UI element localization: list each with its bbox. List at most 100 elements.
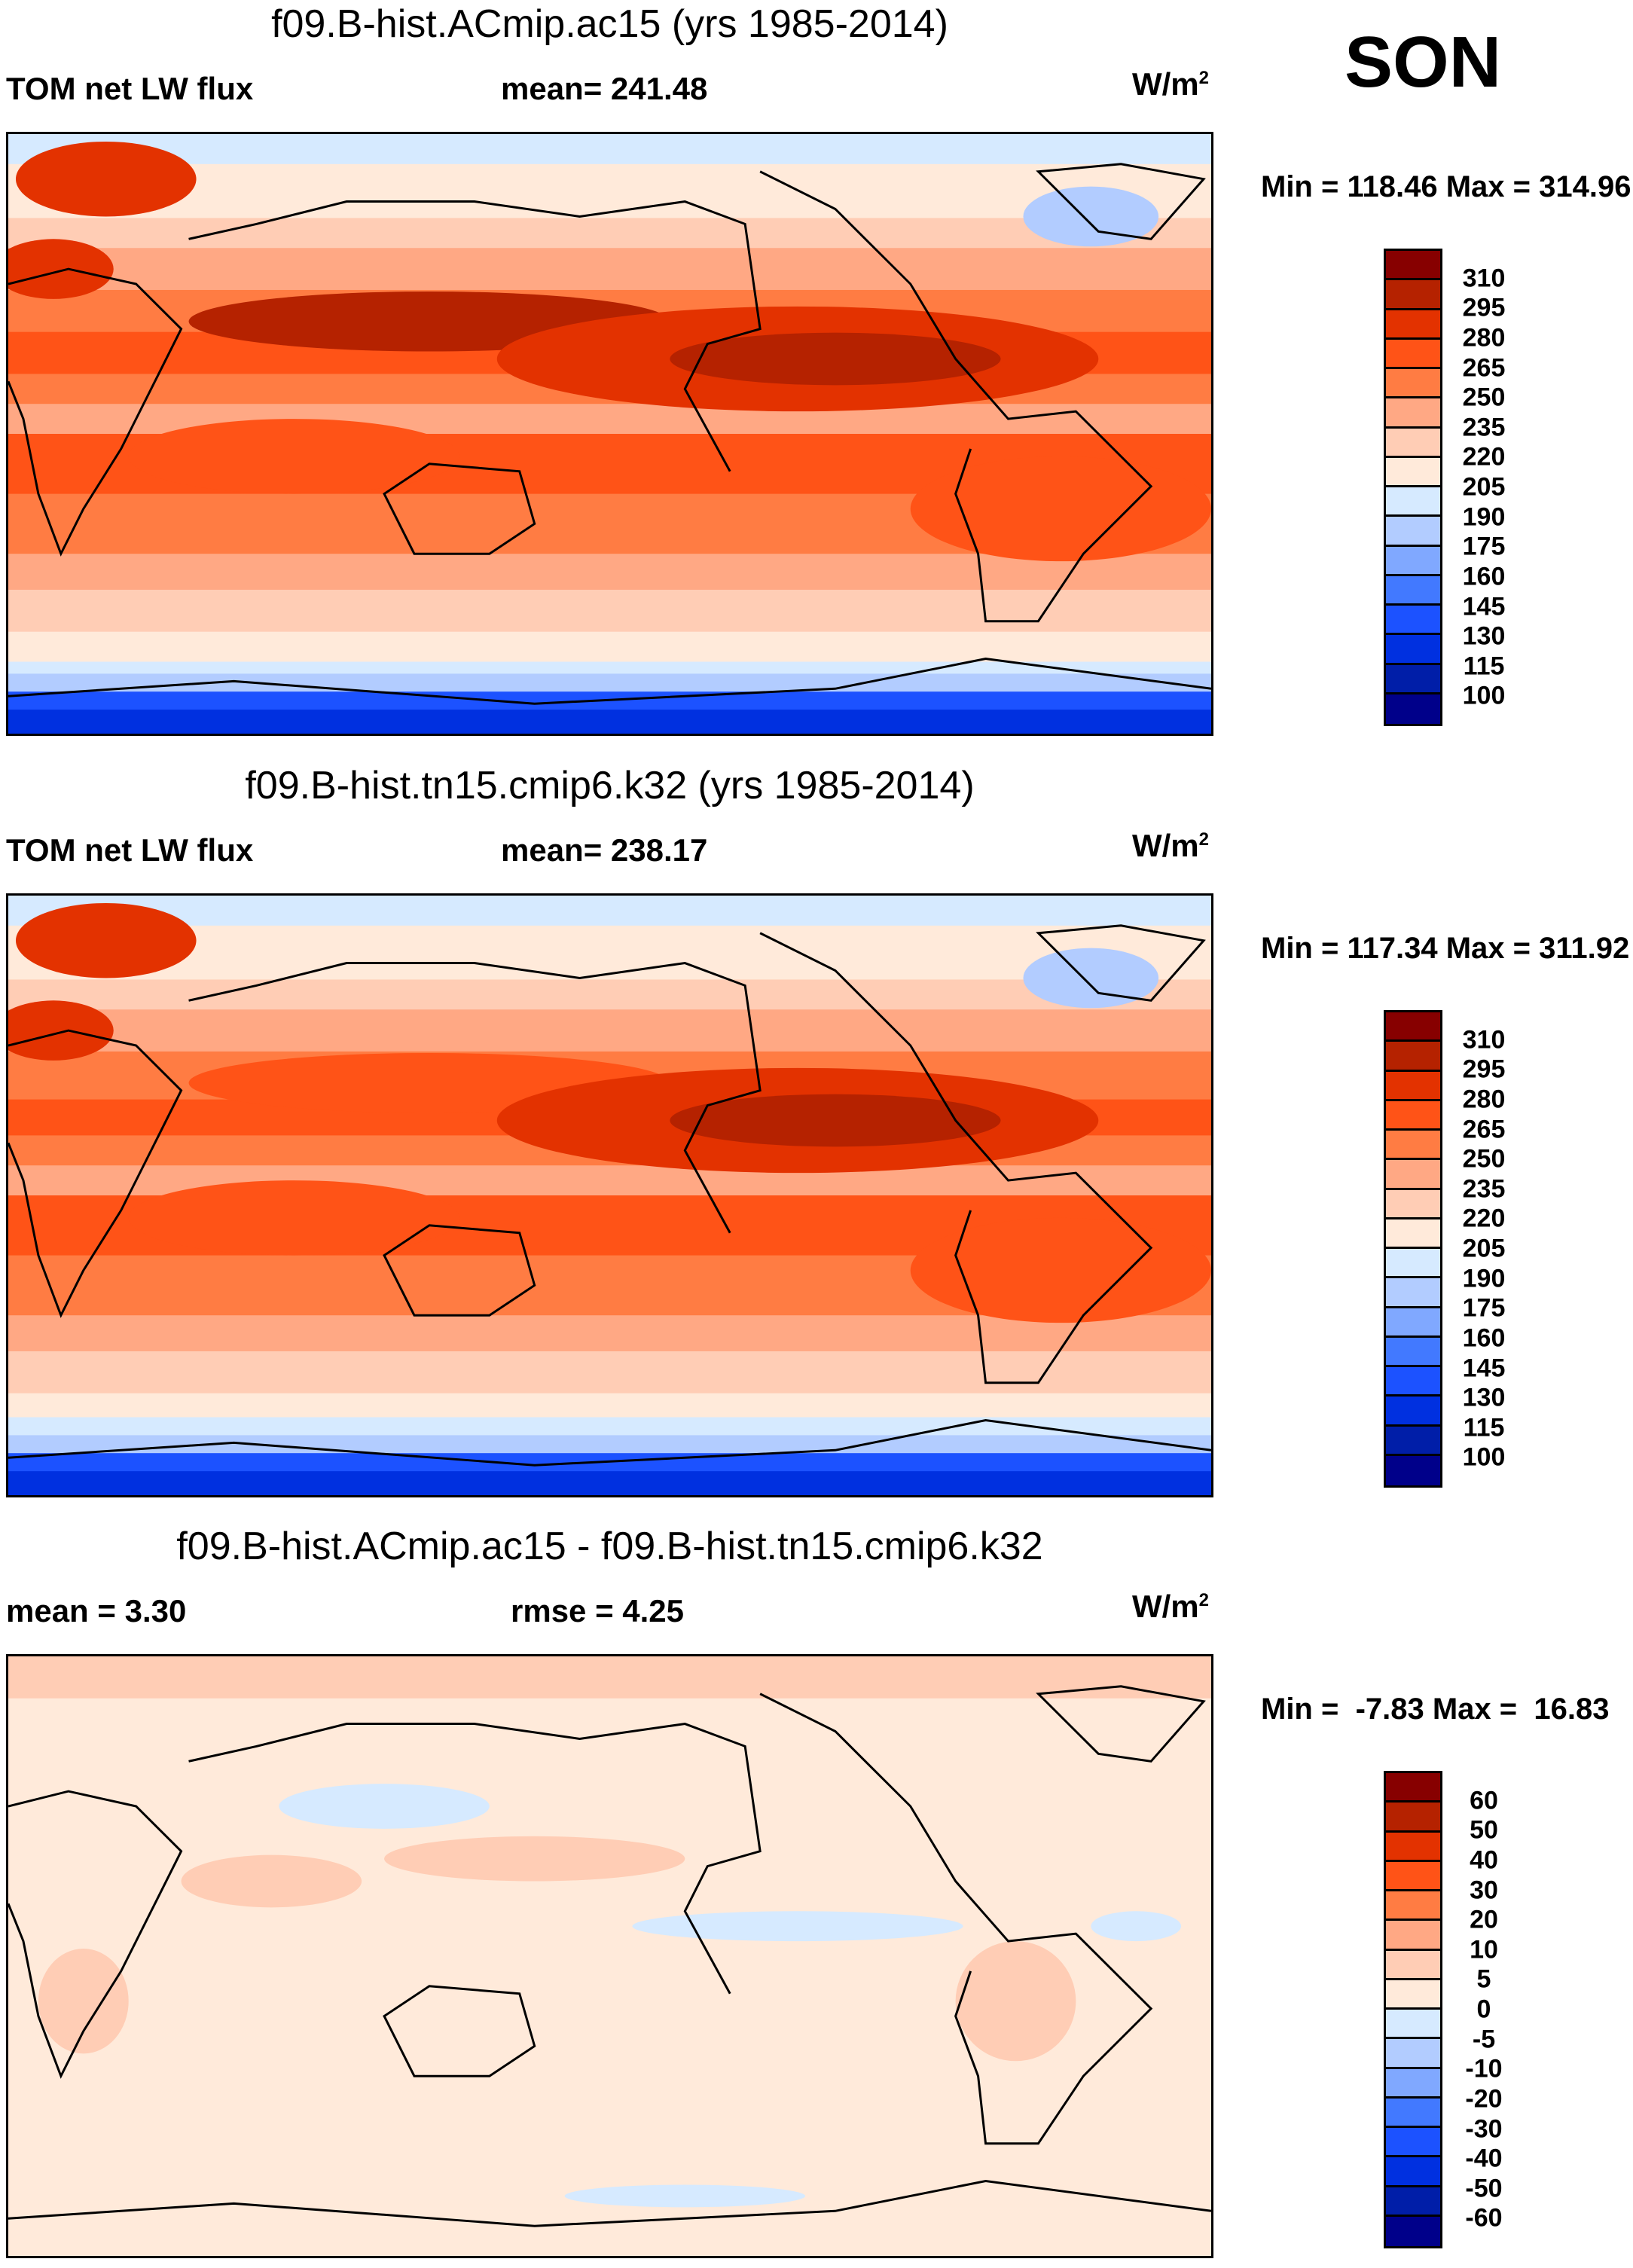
colorbar-swatch — [1386, 1308, 1440, 1338]
colorbar-tick-label: 10 — [1470, 1935, 1498, 1964]
colorbar-swatch — [1386, 1980, 1440, 2010]
colorbar-swatch — [1386, 2187, 1440, 2217]
colorbar-swatch — [1386, 1131, 1440, 1161]
stat-label: mean= 238.17 — [501, 832, 708, 868]
colorbar-swatch — [1386, 1861, 1440, 1891]
colorbar-tick-label: -40 — [1465, 2144, 1503, 2173]
season-label: SON — [1345, 22, 1502, 102]
colorbar-swatch — [1386, 1832, 1440, 1862]
contour-band — [8, 554, 1211, 591]
colorbar-tick-label: -10 — [1465, 2054, 1503, 2083]
coastline — [8, 267, 183, 557]
colorbar-swatch — [1386, 1071, 1440, 1101]
colorbar-swatch — [1386, 369, 1440, 399]
colorbar-swatch — [1386, 2010, 1440, 2040]
coastline — [759, 170, 1153, 623]
colorbar-tick-label: -30 — [1465, 2114, 1503, 2143]
coastline — [759, 1693, 1153, 2145]
map-panel — [6, 893, 1213, 1497]
colorbar-swatch — [1386, 1367, 1440, 1397]
colorbar-swatch — [1386, 487, 1440, 517]
contour-region — [181, 1854, 362, 1908]
coastline — [383, 1985, 536, 2077]
colorbar-tick-label: 5 — [1476, 1964, 1491, 1994]
colorbar-tick-label: 40 — [1470, 1845, 1498, 1875]
colorbar-swatch — [1386, 398, 1440, 429]
colorbar-tick-label: 250 — [1462, 383, 1506, 412]
contour-region — [384, 1836, 685, 1882]
colorbar-swatch — [1386, 2098, 1440, 2128]
colorbar — [1384, 1010, 1442, 1488]
colorbar-swatch — [1386, 1891, 1440, 1922]
colorbar-swatch — [1386, 1802, 1440, 1833]
colorbar-swatch — [1386, 1012, 1440, 1042]
colorbar-swatch — [1386, 1160, 1440, 1190]
coastline — [1036, 924, 1206, 1002]
colorbar-swatch — [1386, 517, 1440, 547]
colorbar-tick-label: 175 — [1462, 532, 1506, 561]
colorbar-swatch — [1386, 1249, 1440, 1279]
colorbar-swatch — [1386, 1219, 1440, 1249]
units-label: W/m2 — [1132, 828, 1210, 863]
colorbar-tick-label: 310 — [1462, 1025, 1506, 1055]
contour-region — [670, 332, 1001, 386]
colorbar-swatch — [1386, 664, 1440, 694]
colorbar-tick-label: 115 — [1463, 1413, 1505, 1442]
coastline — [1036, 163, 1206, 240]
colorbar-tick-label: 100 — [1462, 681, 1506, 710]
colorbar-tick-label: 295 — [1462, 1055, 1506, 1084]
colorbar-swatch — [1386, 2039, 1440, 2069]
colorbar-tick-label: 310 — [1462, 264, 1506, 293]
colorbar-tick-label: 130 — [1462, 1383, 1506, 1412]
colorbar-tick-label: 20 — [1470, 1905, 1498, 1934]
colorbar-swatch — [1386, 2216, 1440, 2246]
contour-region — [1023, 186, 1159, 247]
colorbar-swatch — [1386, 546, 1440, 576]
contour-region — [564, 2184, 806, 2208]
contour-region — [1023, 948, 1159, 1009]
colorbar-tick-label: 205 — [1462, 1234, 1506, 1263]
colorbar-tick-label: 190 — [1462, 502, 1506, 532]
contour-band — [8, 1471, 1211, 1495]
map-panel — [6, 1654, 1213, 2258]
contour-band — [8, 1009, 1211, 1052]
colorbar-tick-label: 115 — [1463, 652, 1505, 681]
colorbar-swatch — [1386, 635, 1440, 665]
colorbar-swatch — [1386, 457, 1440, 487]
contour-region — [910, 456, 1211, 562]
colorbar-tick-label: 265 — [1462, 353, 1506, 382]
units-label: W/m2 — [1132, 66, 1210, 102]
colorbar-tick-label: 30 — [1470, 1876, 1498, 1904]
colorbar-tick-label: 145 — [1462, 592, 1506, 621]
colorbar-swatch — [1386, 2157, 1440, 2187]
stat-label: mean= 241.48 — [501, 71, 708, 106]
colorbar-swatch — [1386, 310, 1440, 340]
colorbar-tick-label: -50 — [1465, 2174, 1503, 2203]
colorbar-tick-label: 60 — [1470, 1786, 1498, 1815]
panel-title: f09.B-hist.tn15.cmip6.k32 (yrs 1985-2014… — [245, 764, 975, 807]
contour-band — [8, 218, 1211, 249]
stat-label: rmse = 4.25 — [511, 1593, 685, 1629]
coastline — [759, 932, 1153, 1384]
contour-region — [128, 1180, 459, 1256]
colorbar-tick-label: 175 — [1462, 1293, 1506, 1323]
colorbar-swatch — [1386, 1426, 1440, 1456]
colorbar-tick-label: 130 — [1462, 621, 1506, 651]
contour-band — [8, 1417, 1211, 1436]
contour-region — [1091, 1911, 1182, 1942]
colorbar-tick-label: 160 — [1462, 562, 1506, 591]
colorbar-tick-label: 295 — [1462, 293, 1506, 322]
colorbar-tick-label: 235 — [1462, 1174, 1506, 1204]
contour-band — [8, 188, 1211, 219]
contour-band — [8, 1351, 1211, 1394]
coastline — [383, 1224, 536, 1317]
colorbar-swatch — [1386, 694, 1440, 724]
min-max-label: Min = 118.46 Max = 314.96 — [1261, 170, 1631, 203]
coastline — [188, 1723, 762, 1995]
colorbar-swatch — [1386, 280, 1440, 310]
colorbar-tick-label: 280 — [1462, 323, 1506, 353]
colorbar-tick-label: 220 — [1462, 1204, 1506, 1233]
colorbar-swatch — [1386, 1773, 1440, 1803]
colorbar-swatch — [1386, 1397, 1440, 1427]
variable-label: mean = 3.30 — [6, 1593, 187, 1629]
